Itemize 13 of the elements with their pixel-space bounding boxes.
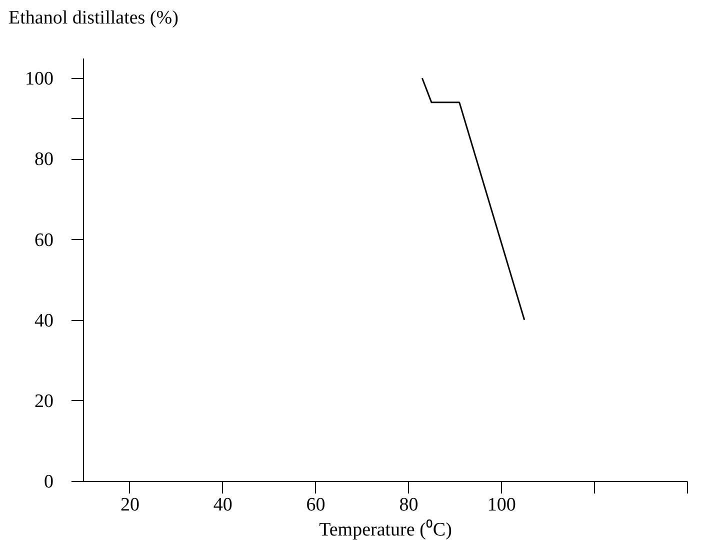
- y-tick-label: 40: [34, 310, 54, 332]
- y-tick-label: 0: [44, 472, 54, 492]
- y-axis-title: Ethanol distillates (%): [8, 8, 178, 28]
- x-tick-label: 100: [487, 494, 516, 516]
- y-tick-label: 80: [34, 149, 54, 170]
- x-tick-label: 40: [213, 494, 232, 516]
- y-tick-label: 20: [34, 390, 54, 412]
- x-tick-label: 20: [120, 494, 140, 516]
- y-tick-label: 60: [34, 230, 54, 251]
- x-tick-label: 80: [399, 494, 418, 516]
- x-axis-title: Temperature (⁰C): [319, 518, 452, 540]
- x-tick-label: 60: [306, 494, 326, 516]
- y-tick-label: 100: [25, 68, 54, 90]
